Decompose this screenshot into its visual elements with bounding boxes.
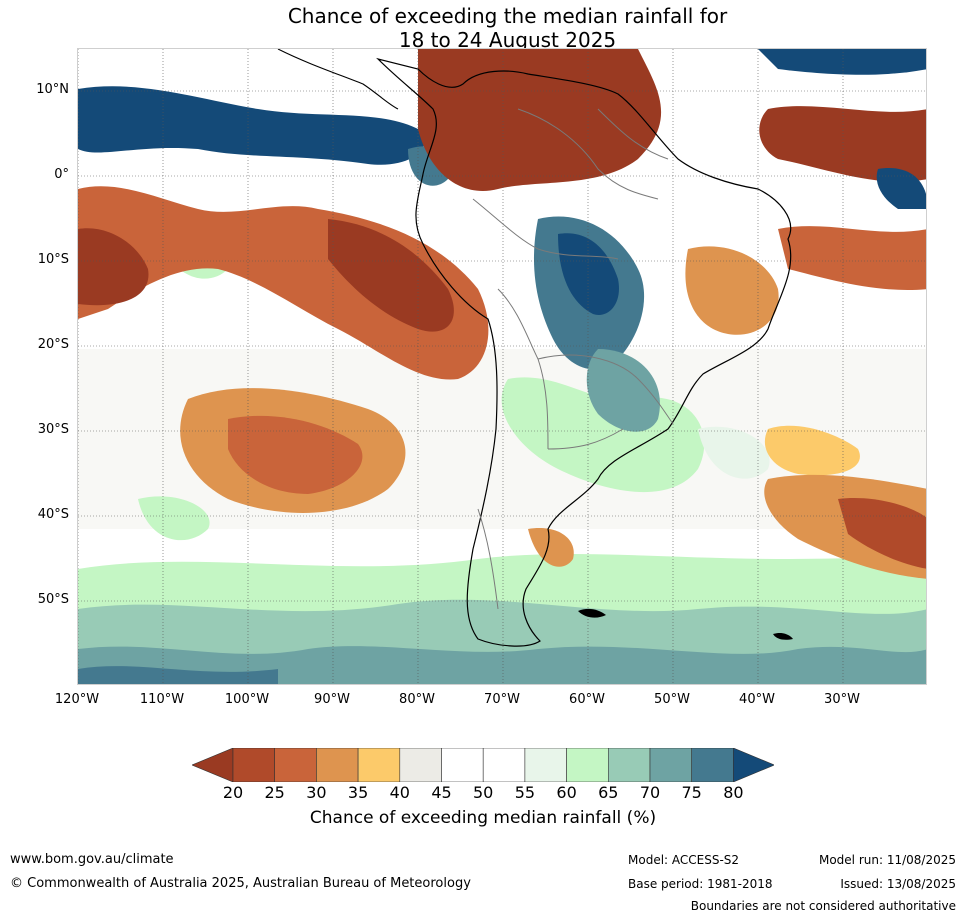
footer-model: Model: ACCESS-S2 [628,853,740,867]
legend-tick-label: 70 [639,783,661,802]
legend-colorbar [192,748,774,782]
lon-label-40w: 40°W [739,692,775,707]
legend-tick-label: 20 [222,783,244,802]
lon-label-70w: 70°W [484,692,520,707]
legend-swatch [274,748,317,782]
legend-swatch [566,748,609,782]
lat-label-20s: 20°S [37,337,69,352]
legend-swatch [524,748,567,782]
footer-model-run: Model run: 11/08/2025 [818,853,956,867]
lon-label-90w: 90°W [314,692,350,707]
footer-url: www.bom.gov.au/climate [10,852,174,867]
legend-tick-label: 50 [473,783,494,802]
legend-swatch [357,748,401,782]
legend-tick-label: 65 [598,783,619,802]
legend-swatch-above-80 [733,748,774,782]
lon-label-120w: 120°W [54,692,100,707]
rainfall-probability-map [77,48,927,685]
legend-tick-label: 30 [306,783,327,802]
lat-label-10n: 10°N [36,82,69,97]
legend-swatch [316,748,359,782]
legend-swatch [399,748,442,782]
legend-swatch-below-20 [192,748,234,782]
map-canvas [78,49,926,684]
south-america-coastline [376,57,792,647]
lon-label-100w: 100°W [224,692,270,707]
footer-base-period: Base period: 1981-2018 [628,877,773,891]
legend-tick-label: 25 [264,783,285,802]
legend-tick-label: 60 [556,783,577,802]
lat-label-30s: 30°S [37,422,69,437]
legend-tick-label: 55 [514,783,536,802]
legend-tick-label: 45 [431,783,452,802]
legend-tick-label: 40 [389,783,410,802]
legend-swatch [232,748,276,782]
legend-swatch [441,748,484,782]
footer-disclaimer: Boundaries are not considered authoritat… [690,899,956,913]
legend-tick-label: 35 [347,783,369,802]
footer-issued: Issued: 13/08/2025 [840,877,956,891]
legend-swatch [649,748,693,782]
lat-label-40s: 40°S [37,507,69,522]
map-title: Chance of exceeding the median rainfall … [0,4,965,52]
lat-label-0: 0° [54,167,69,182]
legend-label: Chance of exceeding median rainfall (%) [309,808,657,828]
legend-tick-label: 75 [681,783,702,802]
legend-swatch [607,748,651,782]
lon-label-110w: 110°W [139,692,185,707]
lat-label-50s: 50°S [37,592,69,607]
legend-tick-label: 80 [723,783,744,802]
lon-label-30w: 30°W [824,692,860,707]
lon-label-80w: 80°W [399,692,435,707]
legend-swatch [482,748,526,782]
lon-label-60w: 60°W [569,692,605,707]
legend-swatch [691,748,734,782]
lat-label-10s: 10°S [37,252,69,267]
title-line-1: Chance of exceeding the median rainfall … [287,4,728,28]
footer-copyright: © Commonwealth of Australia 2025, Austra… [10,876,471,891]
lon-label-50w: 50°W [654,692,690,707]
